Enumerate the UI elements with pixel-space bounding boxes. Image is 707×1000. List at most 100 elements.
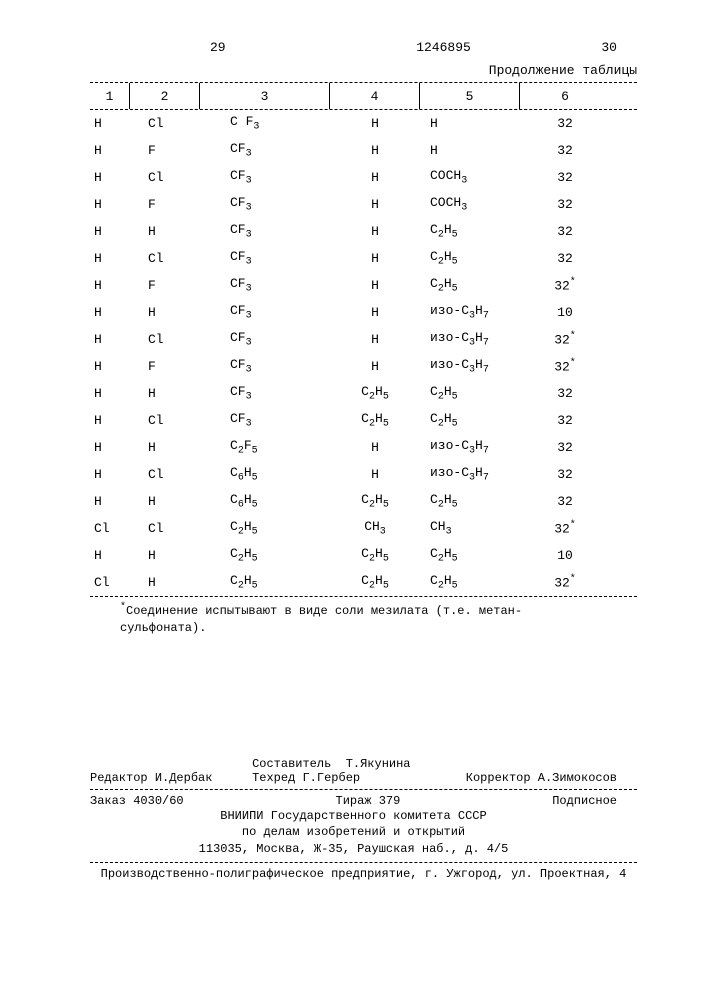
table-header-row: 1 2 3 4 5 6: [90, 83, 637, 110]
cell-6: 32: [520, 116, 610, 131]
cell-1: H: [90, 197, 130, 212]
page-right: 30: [601, 40, 617, 55]
cell-4: H: [330, 359, 420, 374]
table-row: HClCF3HCOCH332: [90, 164, 637, 191]
cell-4: H: [330, 224, 420, 239]
circulation: Тираж 379: [336, 794, 401, 808]
divider-2: [90, 862, 637, 863]
table-row: HClCF3C2H5C2H532: [90, 407, 637, 434]
footnote-text-1: Соединение испытывают в виде соли мезила…: [126, 604, 522, 618]
cell-4: H: [330, 143, 420, 158]
cell-3: CF3: [200, 384, 330, 403]
cell-3: CF3: [200, 195, 330, 214]
col-header-5: 5: [420, 83, 520, 109]
table-row: HClC F3HH32: [90, 110, 637, 137]
cell-6: 32: [520, 467, 610, 482]
cell-2: Cl: [130, 467, 200, 482]
order: Заказ 4030/60: [90, 794, 184, 808]
cell-4: H: [330, 251, 420, 266]
cell-5: COCH3: [420, 195, 520, 214]
printer-line: Производственно-полиграфическое предприя…: [70, 867, 657, 881]
cell-2: H: [130, 575, 200, 590]
cell-3: CF3: [200, 249, 330, 268]
cell-4: C2H5: [330, 573, 420, 592]
cell-1: H: [90, 116, 130, 131]
cell-6: 32*: [520, 358, 610, 374]
cell-5: C2H5: [420, 276, 520, 295]
table-row: HHCF3HC2H532: [90, 218, 637, 245]
cell-1: H: [90, 224, 130, 239]
col-header-2: 2: [130, 83, 200, 109]
table-row: HHC2H5C2H5C2H510: [90, 542, 637, 569]
cell-3: CF3: [200, 141, 330, 160]
cell-2: F: [130, 278, 200, 293]
cell-1: H: [90, 251, 130, 266]
cell-3: CF3: [200, 222, 330, 241]
col-header-4: 4: [330, 83, 420, 109]
cell-1: H: [90, 332, 130, 347]
table-row: ClClC2H5CH3CH332*: [90, 515, 637, 542]
cell-1: Cl: [90, 575, 130, 590]
cell-6: 32: [520, 413, 610, 428]
cell-3: CF3: [200, 411, 330, 430]
footnote-text-2: сульфоната).: [120, 621, 206, 635]
compiler-line: Составитель Т.Якунина Техред Г.Гербер: [242, 757, 465, 785]
cell-3: CF3: [200, 168, 330, 187]
cell-2: H: [130, 305, 200, 320]
cell-1: H: [90, 494, 130, 509]
cell-6: 32*: [520, 277, 610, 293]
cell-6: 32*: [520, 520, 610, 536]
cell-3: CF3: [200, 276, 330, 295]
editor-line: Редактор И.Дербак: [90, 757, 242, 785]
cell-1: H: [90, 143, 130, 158]
table-row: HClCF3Hизо-C3H732*: [90, 326, 637, 353]
page-left: 29: [210, 40, 226, 55]
cell-5: C2H5: [420, 573, 520, 592]
cell-3: C6H5: [200, 492, 330, 511]
cell-5: C2H5: [420, 384, 520, 403]
cell-1: H: [90, 467, 130, 482]
cell-6: 32: [520, 386, 610, 401]
continuation-label: Продолжение таблицы: [30, 63, 637, 78]
cell-2: Cl: [130, 251, 200, 266]
table-row: HHCF3Hизо-C3H710: [90, 299, 637, 326]
cell-4: H: [330, 170, 420, 185]
cell-2: F: [130, 197, 200, 212]
cell-4: CH3: [330, 519, 420, 538]
cell-6: 32: [520, 197, 610, 212]
table-body: HClC F3HH32HFCF3HH32HClCF3HCOCH332HFCF3H…: [90, 110, 637, 596]
cell-2: H: [130, 494, 200, 509]
cell-3: CF3: [200, 357, 330, 376]
col-header-1: 1: [90, 83, 130, 109]
cell-3: CF3: [200, 330, 330, 349]
cell-4: H: [330, 197, 420, 212]
cell-2: F: [130, 143, 200, 158]
cell-1: Cl: [90, 521, 130, 536]
cell-3: C2F5: [200, 438, 330, 457]
data-table: 1 2 3 4 5 6 HClC F3HH32HFCF3HH32HClCF3HC…: [90, 82, 637, 597]
cell-2: H: [130, 548, 200, 563]
cell-3: C F3: [200, 114, 330, 133]
cell-3: C6H5: [200, 465, 330, 484]
imprint-credits: Редактор И.Дербак Составитель Т.Якунина …: [90, 757, 617, 785]
cell-4: C2H5: [330, 492, 420, 511]
table-row: HFCF3HC2H532*: [90, 272, 637, 299]
cell-1: H: [90, 440, 130, 455]
cell-1: H: [90, 413, 130, 428]
cell-2: H: [130, 440, 200, 455]
col-header-3: 3: [200, 83, 330, 109]
cell-5: изо-C3H7: [420, 357, 520, 376]
corrector-line: Корректор А.Зимокосов: [465, 757, 617, 785]
cell-6: 32: [520, 224, 610, 239]
cell-6: 10: [520, 305, 610, 320]
cell-6: 32*: [520, 574, 610, 590]
cell-3: C2H5: [200, 546, 330, 565]
cell-4: H: [330, 116, 420, 131]
cell-5: C2H5: [420, 546, 520, 565]
table-row: HFCF3Hизо-C3H732*: [90, 353, 637, 380]
cell-4: C2H5: [330, 411, 420, 430]
doc-number: 1246895: [416, 40, 471, 55]
table-row: ClHC2H5C2H5C2H532*: [90, 569, 637, 596]
cell-5: изо-C3H7: [420, 465, 520, 484]
table-row: HHC2F5Hизо-C3H732: [90, 434, 637, 461]
